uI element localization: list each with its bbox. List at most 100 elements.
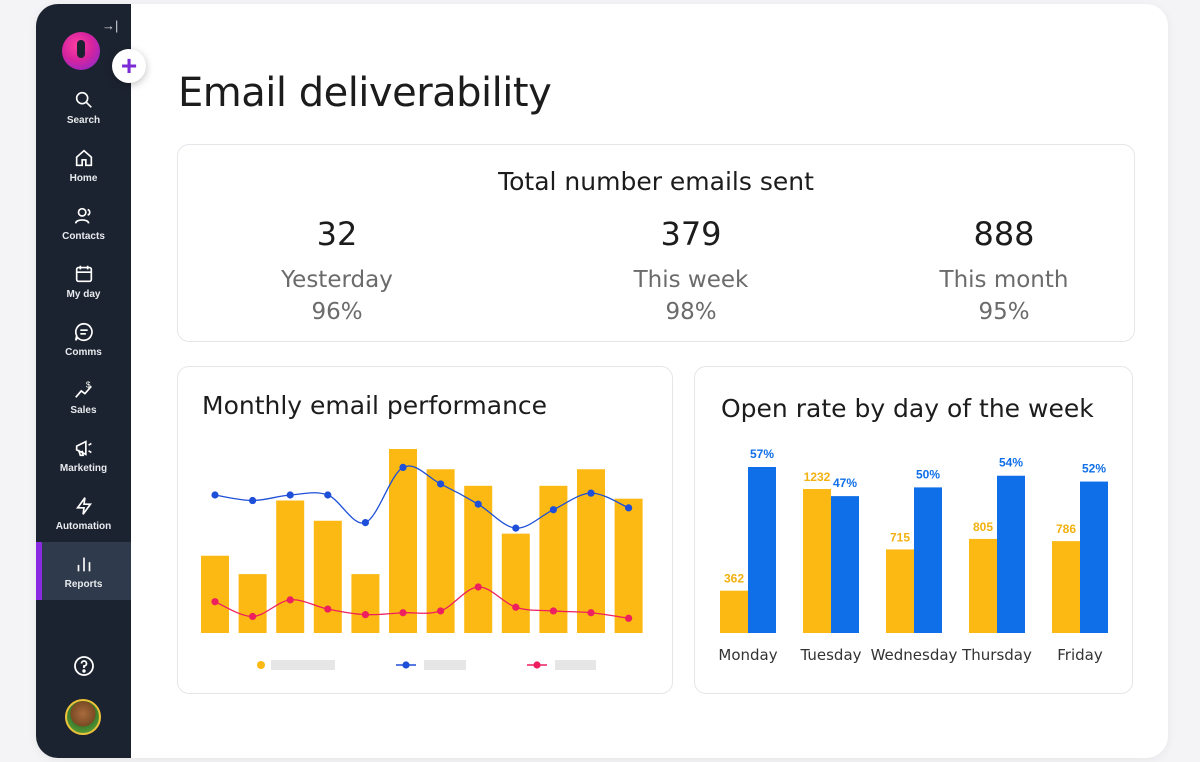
stat-value: 888 (973, 215, 1035, 253)
bar-open-rate (748, 467, 776, 633)
data-point (249, 496, 257, 505)
totals-title: Total number emails sent (498, 167, 814, 196)
sidebar-item-home[interactable]: Home (36, 136, 131, 194)
data-point (286, 491, 294, 499)
open-rate-chart: 362 57% Monday 1232 47% Tuesday 715 50% Wednesda… (718, 447, 1108, 664)
legend-marker (257, 661, 265, 669)
data-label-count: 715 (890, 530, 910, 544)
bar (464, 485, 493, 633)
stat-percent: 98% (665, 299, 717, 325)
totals-card: Total number emails sent 32 Yesterday 96… (177, 144, 1135, 342)
sales-icon: $ (74, 380, 92, 398)
lightning-icon (75, 496, 92, 515)
data-point (474, 500, 482, 508)
bar (614, 498, 643, 633)
data-point (211, 491, 219, 499)
data-label-open-rate: 50% (916, 467, 940, 481)
data-point (286, 596, 294, 604)
sidebar-item-label: Automation (55, 520, 112, 532)
bar-open-rate (1080, 481, 1108, 633)
app-logo[interactable] (62, 32, 100, 70)
data-point (399, 463, 407, 471)
sidebar-item-automation[interactable]: Automation (36, 484, 131, 542)
data-label-count: 786 (1056, 522, 1076, 536)
bar-open-rate (914, 487, 942, 633)
legend-label-placeholder (271, 660, 335, 670)
help-icon[interactable] (72, 654, 96, 683)
sidebar-item-sales[interactable]: $ Sales (36, 368, 131, 426)
collapse-sidebar-icon[interactable]: →| (102, 18, 119, 33)
add-button[interactable]: + (112, 49, 146, 83)
stat-label: This week (633, 267, 749, 293)
bar (389, 449, 417, 633)
monthly-performance-card: Monthly email performance (177, 366, 673, 694)
data-label-open-rate: 47% (833, 476, 857, 490)
sidebar-item-comms[interactable]: Comms (36, 310, 131, 368)
open-rate-card: Open rate by day of the week 362 57% Monda… (694, 366, 1133, 694)
sidebar-item-search[interactable]: Search (36, 78, 131, 136)
data-point (474, 583, 482, 591)
bar-count (720, 590, 748, 633)
bar (238, 574, 267, 633)
bar (201, 555, 229, 633)
app-window: →| Search Home Contacts My day Comms $ S… (36, 4, 1168, 758)
page-title: Email deliverability (178, 70, 552, 116)
bar-count (969, 538, 997, 633)
stat-this-week: 379 This week 98% (571, 215, 811, 325)
sidebar-item-my-day[interactable]: My day (36, 252, 131, 310)
sidebar-item-label: Home (69, 172, 98, 184)
search-icon (75, 91, 92, 108)
contacts-icon (74, 207, 91, 224)
data-point (512, 603, 520, 611)
x-axis-label: Wednesday (871, 646, 958, 664)
chart-title: Open rate by day of the week (721, 394, 1094, 423)
legend-marker (402, 661, 410, 669)
data-point (361, 611, 369, 619)
data-point (437, 480, 445, 488)
x-axis-label: Friday (1057, 646, 1103, 664)
data-point (437, 607, 445, 615)
megaphone-icon (75, 439, 92, 456)
data-point (211, 598, 219, 606)
sidebar: →| Search Home Contacts My day Comms $ S… (36, 4, 131, 758)
sidebar-item-marketing[interactable]: Marketing (36, 426, 131, 484)
stat-percent: 96% (311, 299, 363, 325)
x-axis-label: Thursday (961, 646, 1032, 664)
data-label-open-rate: 57% (750, 447, 774, 461)
data-point (249, 612, 257, 621)
bar (501, 533, 530, 633)
data-label-count: 362 (724, 572, 744, 586)
data-point (512, 524, 520, 532)
sidebar-item-contacts[interactable]: Contacts (36, 194, 131, 252)
data-label-count: 805 (973, 520, 993, 534)
sidebar-item-label: Marketing (59, 462, 108, 474)
chart-title: Monthly email performance (202, 391, 548, 420)
stat-this-month: 888 This month 95% (884, 215, 1124, 325)
bar-count (886, 549, 914, 633)
legend-marker (533, 661, 541, 669)
avatar[interactable] (65, 699, 101, 735)
data-point (399, 609, 407, 617)
sidebar-item-label: Comms (65, 346, 102, 358)
sidebar-item-label: Sales (70, 404, 97, 416)
data-label-open-rate: 52% (1082, 462, 1106, 476)
home-icon (75, 149, 92, 166)
bar (276, 500, 305, 633)
calendar-icon (75, 265, 92, 282)
stat-label: Yesterday (281, 267, 393, 293)
stat-percent: 95% (978, 299, 1030, 325)
data-point (324, 491, 332, 499)
sidebar-item-reports[interactable]: Reports (36, 542, 131, 600)
chat-icon (74, 322, 93, 341)
sidebar-item-label: Reports (64, 578, 103, 590)
x-axis-label: Tuesday (799, 646, 861, 664)
bar (313, 520, 342, 633)
data-label-open-rate: 54% (999, 456, 1023, 470)
bar-open-rate (997, 475, 1025, 633)
stat-value: 32 (316, 215, 358, 253)
legend-label-placeholder (424, 660, 466, 670)
bar-open-rate (831, 496, 859, 633)
bar (351, 574, 380, 633)
bar-chart-icon (77, 557, 90, 571)
stat-value: 379 (660, 215, 722, 253)
